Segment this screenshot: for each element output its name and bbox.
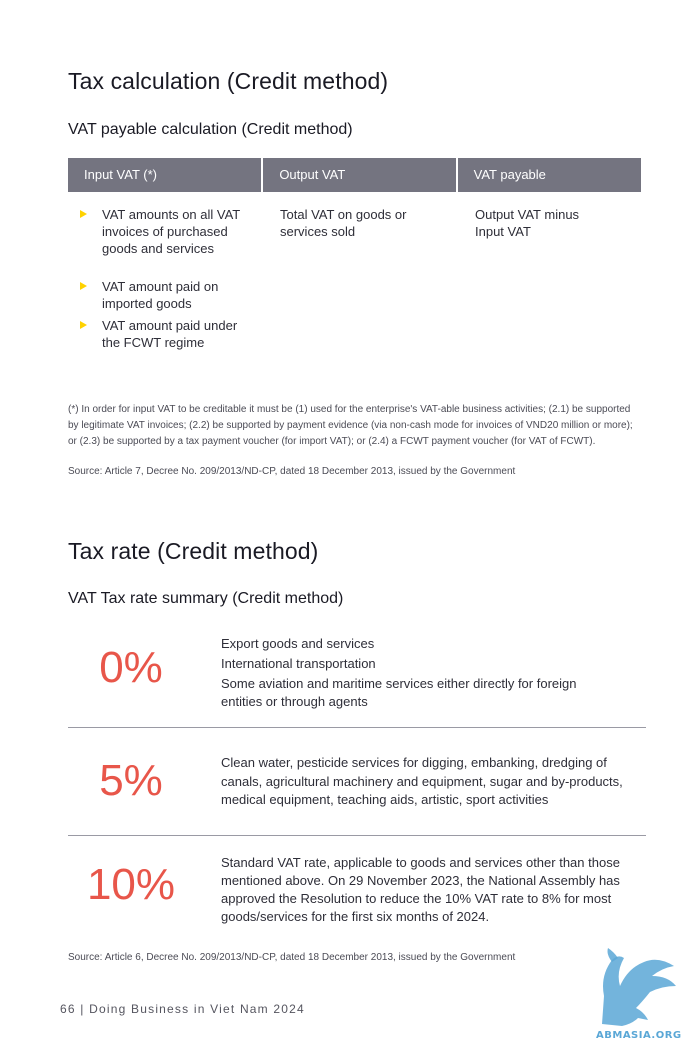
divider [68,727,646,728]
bullet-triangle-icon [80,282,87,290]
rate-0-percent: 0% [99,643,163,692]
bullet-triangle-icon [80,321,87,329]
rate-10-description: Standard VAT rate, applicable to goods a… [221,855,620,924]
vat-payable-cell: Output VAT minus Input VAT [475,207,580,239]
page-footer: 66 | Doing Business in Viet Nam 2024 [60,1002,305,1016]
bullet-triangle-icon [80,210,87,218]
divider [68,835,646,836]
input-vat-cell: VAT amounts on all VAT invoices of purch… [80,206,250,376]
rate-10-percent: 10% [86,860,176,909]
rate-0-description: Export goods and services International … [221,635,651,711]
source-note: Source: Article 7, Decree No. 209/2013/N… [68,466,516,477]
header-output-vat: Output VAT [263,158,456,192]
header-vat-payable: VAT payable [457,158,641,192]
header-input-vat: Input VAT (*) [68,158,262,192]
output-vat-cell: Total VAT on goods or services sold [280,207,407,239]
publication-title: Doing Business in Viet Nam 2024 [89,1002,305,1016]
source-note: Source: Article 6, Decree No. 209/2013/N… [68,952,516,963]
section-title-tax-calculation: Tax calculation (Credit method) [68,68,389,94]
watermark-text: ABMASIA.ORG [596,1030,682,1041]
rate-5-percent: 5% [99,756,163,805]
rate-5-description: Clean water, pesticide services for digg… [221,755,623,807]
section-title-tax-rate: Tax rate (Credit method) [68,538,319,564]
table-header: Input VAT (*) Output VAT VAT payable [68,158,641,192]
rate-line: Some aviation and maritime services eith… [221,676,577,709]
footnote: (*) In order for input VAT to be credita… [68,404,633,447]
section-subtitle-vat-payable: VAT payable calculation (Credit method) [68,121,353,138]
rate-line: Export goods and services [221,636,375,651]
watermark-logo: ABMASIA.ORG [592,946,682,1042]
footer-separator: | [80,1002,90,1016]
page-number: 66 [60,1002,76,1016]
eagle-icon [602,948,676,1026]
rate-line: International transportation [221,656,376,671]
section-subtitle-rate-summary: VAT Tax rate summary (Credit method) [68,590,344,607]
